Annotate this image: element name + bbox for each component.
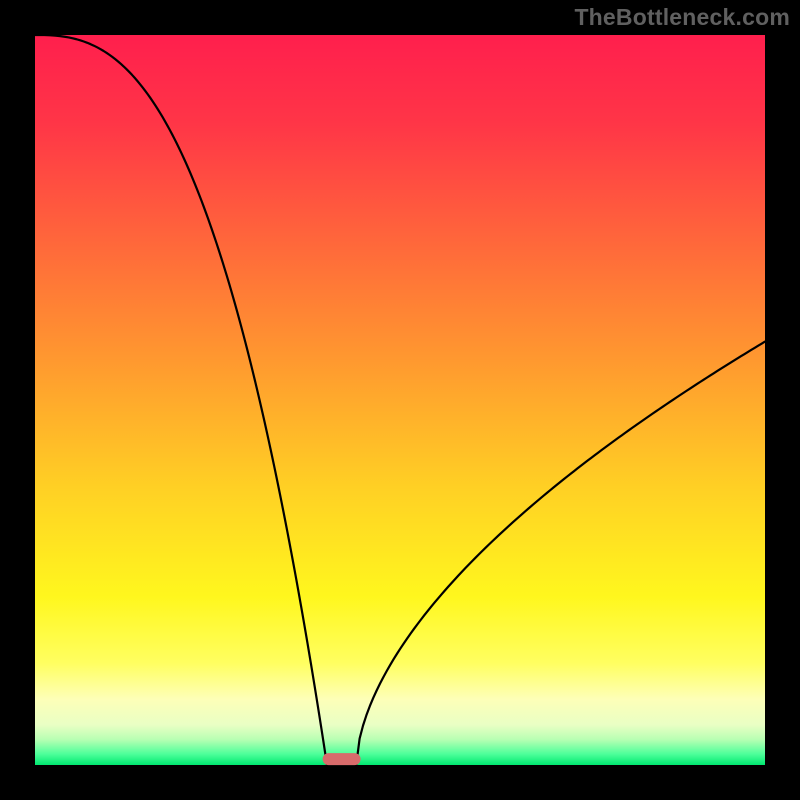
plot-area [35,35,765,765]
watermark-text: TheBottleneck.com [574,4,790,31]
chart-svg [0,0,800,800]
chart-container: TheBottleneck.com [0,0,800,800]
optimal-marker [323,753,361,765]
